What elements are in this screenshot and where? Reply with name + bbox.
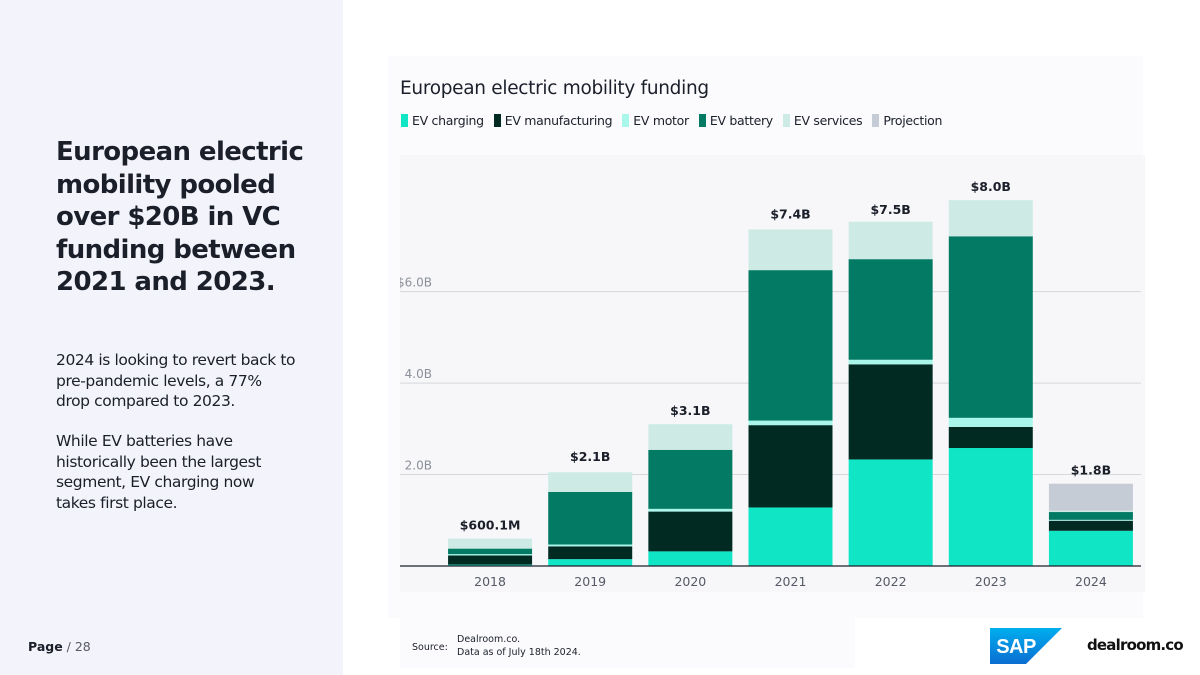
bar-segment-ev-charging <box>448 564 533 566</box>
bar-segment-ev-manufacturing <box>948 426 1033 449</box>
bar-segment-ev-charging <box>748 507 833 566</box>
bar-segment-ev-services <box>948 200 1033 237</box>
bar-total-label: $3.1B <box>670 403 710 418</box>
legend-item-projection[interactable]: Projection <box>872 113 942 128</box>
bar-segment-ev-motor <box>848 359 933 365</box>
legend-swatch <box>493 114 501 127</box>
bar-segment-ev-battery <box>648 449 733 509</box>
source-panel <box>400 616 855 668</box>
bar-total-label: $600.1M <box>460 518 521 533</box>
y-tick-label: 4.0B <box>405 367 432 381</box>
bar-segment-ev-manufacturing <box>548 546 633 560</box>
legend-label: EV charging <box>412 113 484 128</box>
bar-segment-ev-battery <box>748 270 833 421</box>
source-line-2: Data as of July 18th 2024. <box>457 647 581 658</box>
page-number: / 28 <box>66 639 91 654</box>
bar-segment-ev-manufacturing <box>748 425 833 508</box>
bar-segment-ev-battery <box>1048 512 1133 520</box>
y-tick-label: 2.0B <box>405 459 432 473</box>
sap-logo: SAP <box>990 628 1062 664</box>
sap-logo-shape <box>990 628 1062 664</box>
legend-item-ev-manufacturing[interactable]: EV manufacturing <box>493 113 613 128</box>
x-tick-label: 2019 <box>574 574 606 589</box>
bar-segment-ev-motor <box>548 544 633 547</box>
page-indicator: Page / 28 <box>28 639 91 654</box>
bar-segment-ev-services <box>548 472 633 492</box>
legend-item-ev-motor[interactable]: EV motor <box>622 113 689 128</box>
bar-segment-ev-services <box>848 221 933 260</box>
bar-segment-ev-motor <box>648 508 733 512</box>
x-tick-label: 2022 <box>875 574 907 589</box>
bar-total-label: $1.8B <box>1071 463 1111 478</box>
sap-logo-text: SAP <box>996 636 1036 658</box>
bar-segment-projection <box>1048 483 1133 511</box>
legend-item-ev-services[interactable]: EV services <box>782 113 863 128</box>
legend-swatch <box>622 114 630 127</box>
bar-total-label: $2.1B <box>570 449 610 464</box>
bar-segment-ev-battery <box>548 491 633 545</box>
x-tick-label: 2023 <box>975 574 1007 589</box>
legend-swatch <box>401 114 408 127</box>
legend-swatch <box>872 114 880 127</box>
source-text: Dealroom.co. Data as of July 18th 2024. <box>457 633 581 659</box>
chart-title: European electric mobility funding <box>400 78 709 99</box>
detail-paragraph: While EV batteries have historically bee… <box>56 432 262 512</box>
legend-item-ev-charging[interactable]: EV charging <box>401 113 484 128</box>
legend-swatch <box>782 114 790 127</box>
legend-item-ev-battery[interactable]: EV battery <box>698 113 773 128</box>
y-tick-label: $6.0B <box>400 276 432 290</box>
page-label: Page <box>28 639 63 654</box>
bar-segment-ev-battery <box>948 236 1033 418</box>
bar-segment-ev-services <box>1048 510 1133 513</box>
legend-label: EV manufacturing <box>504 113 613 128</box>
legend-label: EV motor <box>633 113 689 128</box>
source-label: Source: <box>412 642 448 653</box>
bar-segment-ev-battery <box>848 259 933 360</box>
bar-total-label: $8.0B <box>971 179 1011 194</box>
bar-segment-ev-charging <box>648 551 733 566</box>
x-tick-label: 2018 <box>474 574 506 589</box>
summary-paragraph: 2024 is looking to revert back to pre-pa… <box>56 351 296 410</box>
bar-segment-ev-manufacturing <box>1048 520 1133 531</box>
bar-segment-ev-battery <box>448 548 533 555</box>
x-tick-label: 2024 <box>1075 574 1107 589</box>
bar-segment-ev-charging <box>948 448 1033 566</box>
x-tick-label: 2020 <box>674 574 706 589</box>
bar-segment-ev-motor <box>748 420 833 426</box>
dealroom-logo: dealroom.co <box>1087 636 1184 654</box>
bar-segment-ev-manufacturing <box>848 364 933 460</box>
bar-segment-ev-manufacturing <box>448 555 533 565</box>
bar-segment-ev-charging <box>548 559 633 566</box>
bar-total-label: $7.5B <box>870 202 910 217</box>
bar-total-label: $7.4B <box>770 207 810 222</box>
bar-segment-ev-charging <box>848 459 933 566</box>
x-tick-label: 2021 <box>775 574 807 589</box>
chart-legend: EV charging EV manufacturing EV motor EV… <box>401 113 942 128</box>
legend-label: Projection <box>883 113 943 128</box>
legend-label: EV services <box>793 113 863 128</box>
left-panel <box>0 0 343 675</box>
stacked-bar-chart: 2.0B 4.0B $6.0B $600.1M 2018 $2.1B 2019 $3.1B 20… <box>400 155 1145 592</box>
bar-segment-ev-motor <box>948 417 1033 427</box>
bar-segment-ev-motor <box>448 554 533 556</box>
legend-label: EV battery <box>709 113 773 128</box>
source-line-1: Dealroom.co. <box>457 634 521 645</box>
bar-segment-ev-manufacturing <box>648 511 733 552</box>
bar-segment-ev-charging <box>1048 530 1133 566</box>
bar-segment-ev-services <box>448 538 533 549</box>
headline: European electric mobility pooled over $… <box>56 137 304 297</box>
bar-segment-ev-services <box>748 229 833 271</box>
bar-segment-ev-motor <box>1048 519 1133 521</box>
legend-swatch <box>698 114 706 127</box>
bar-segment-ev-services <box>648 424 733 450</box>
